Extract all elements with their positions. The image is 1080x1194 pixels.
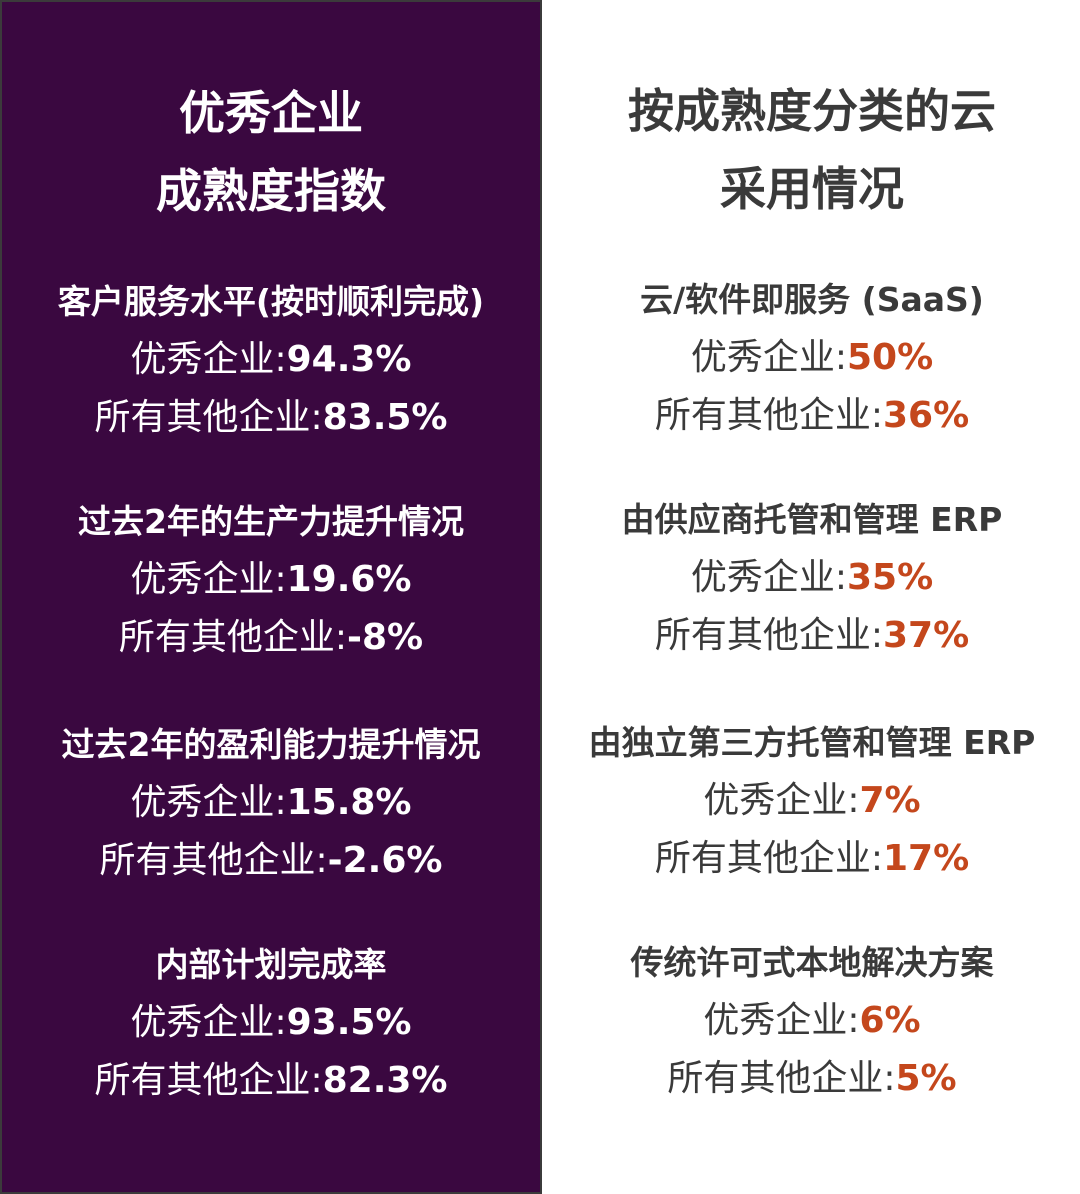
best-value: 94.3% [286, 339, 412, 380]
other-label: 所有其他企业: [118, 617, 348, 658]
other-value: -8% [347, 617, 424, 658]
maturity-index-panel: 优秀企业 成熟度指数 客户服务水平(按时顺利完成) 优秀企业:94.3% 所有其… [0, 0, 542, 1194]
other-label: 所有其他企业: [654, 395, 883, 436]
metric-section: 由独立第三方托管和管理 ERP 优秀企业:7% 所有其他企业:17% [544, 714, 1080, 888]
title-line: 成熟度指数 [156, 164, 386, 218]
best-value: 50% [846, 337, 934, 378]
all-others-value: 所有其他企业:5% [544, 1050, 1080, 1108]
all-others-value: 所有其他企业:36% [544, 387, 1080, 445]
best-label: 优秀企业: [703, 1000, 860, 1041]
metric-heading: 云/软件即服务 (SaaS) [640, 280, 984, 319]
all-others-value: 所有其他企业:82.3% [2, 1052, 540, 1110]
metric-section: 由供应商托管和管理 ERP 优秀企业:35% 所有其他企业:37% [544, 491, 1080, 665]
other-value: 37% [882, 615, 970, 656]
best-label: 优秀企业: [130, 559, 287, 600]
all-others-value: 所有其他企业:37% [544, 607, 1080, 665]
panel-title: 优秀企业 成熟度指数 [2, 74, 540, 230]
best-value: 35% [846, 557, 934, 598]
all-others-value: 所有其他企业:-2.6% [2, 832, 540, 890]
panel-title: 按成熟度分类的云 采用情况 [544, 72, 1080, 228]
title-line: 采用情况 [720, 162, 904, 216]
other-value: -2.6% [327, 840, 443, 881]
best-label: 优秀企业: [690, 337, 847, 378]
best-in-class-value: 优秀企业:94.3% [2, 331, 540, 389]
metric-heading: 由独立第三方托管和管理 ERP [588, 723, 1036, 762]
other-value: 83.5% [322, 397, 448, 438]
metric-heading: 传统许可式本地解决方案 [630, 943, 994, 982]
best-label: 优秀企业: [703, 780, 860, 821]
metric-section: 内部计划完成率 优秀企业:93.5% 所有其他企业:82.3% [2, 936, 540, 1110]
best-label: 优秀企业: [690, 557, 847, 598]
other-value: 36% [882, 395, 970, 436]
metric-heading: 过去2年的生产力提升情况 [78, 502, 464, 541]
best-in-class-value: 优秀企业:50% [544, 329, 1080, 387]
best-value: 6% [859, 1000, 921, 1041]
best-in-class-value: 优秀企业:35% [544, 549, 1080, 607]
metric-section: 客户服务水平(按时顺利完成) 优秀企业:94.3% 所有其他企业:83.5% [2, 273, 540, 447]
best-value: 19.6% [286, 559, 412, 600]
best-value: 15.8% [286, 782, 412, 823]
other-value: 82.3% [322, 1060, 448, 1101]
metric-section: 过去2年的生产力提升情况 优秀企业:19.6% 所有其他企业:-8% [2, 493, 540, 667]
best-value: 7% [859, 780, 921, 821]
other-label: 所有其他企业: [654, 838, 883, 879]
all-others-value: 所有其他企业:-8% [2, 609, 540, 667]
best-label: 优秀企业: [130, 1002, 287, 1043]
metric-heading: 客户服务水平(按时顺利完成) [57, 282, 485, 321]
best-in-class-value: 优秀企业:19.6% [2, 551, 540, 609]
cloud-adoption-panel: 按成熟度分类的云 采用情况 云/软件即服务 (SaaS) 优秀企业:50% 所有… [544, 0, 1080, 1194]
title-line: 优秀企业 [179, 86, 363, 140]
other-value: 17% [882, 838, 970, 879]
metric-heading: 内部计划完成率 [155, 945, 387, 984]
metric-section: 传统许可式本地解决方案 优秀企业:6% 所有其他企业:5% [544, 934, 1080, 1108]
best-in-class-value: 优秀企业:6% [544, 992, 1080, 1050]
other-value: 5% [895, 1058, 957, 1099]
best-in-class-value: 优秀企业:7% [544, 772, 1080, 830]
other-label: 所有其他企业: [654, 615, 883, 656]
all-others-value: 所有其他企业:17% [544, 830, 1080, 888]
other-label: 所有其他企业: [667, 1058, 896, 1099]
best-in-class-value: 优秀企业:15.8% [2, 774, 540, 832]
metric-section: 云/软件即服务 (SaaS) 优秀企业:50% 所有其他企业:36% [544, 271, 1080, 445]
best-label: 优秀企业: [130, 339, 287, 380]
other-label: 所有其他企业: [94, 397, 323, 438]
all-others-value: 所有其他企业:83.5% [2, 389, 540, 447]
other-label: 所有其他企业: [99, 840, 328, 881]
metric-heading: 由供应商托管和管理 ERP [621, 500, 1003, 539]
metric-heading: 过去2年的盈利能力提升情况 [61, 725, 481, 764]
title-line: 按成熟度分类的云 [628, 84, 996, 138]
best-value: 93.5% [286, 1002, 412, 1043]
best-label: 优秀企业: [130, 782, 287, 823]
best-in-class-value: 优秀企业:93.5% [2, 994, 540, 1052]
other-label: 所有其他企业: [94, 1060, 323, 1101]
metric-section: 过去2年的盈利能力提升情况 优秀企业:15.8% 所有其他企业:-2.6% [2, 716, 540, 890]
